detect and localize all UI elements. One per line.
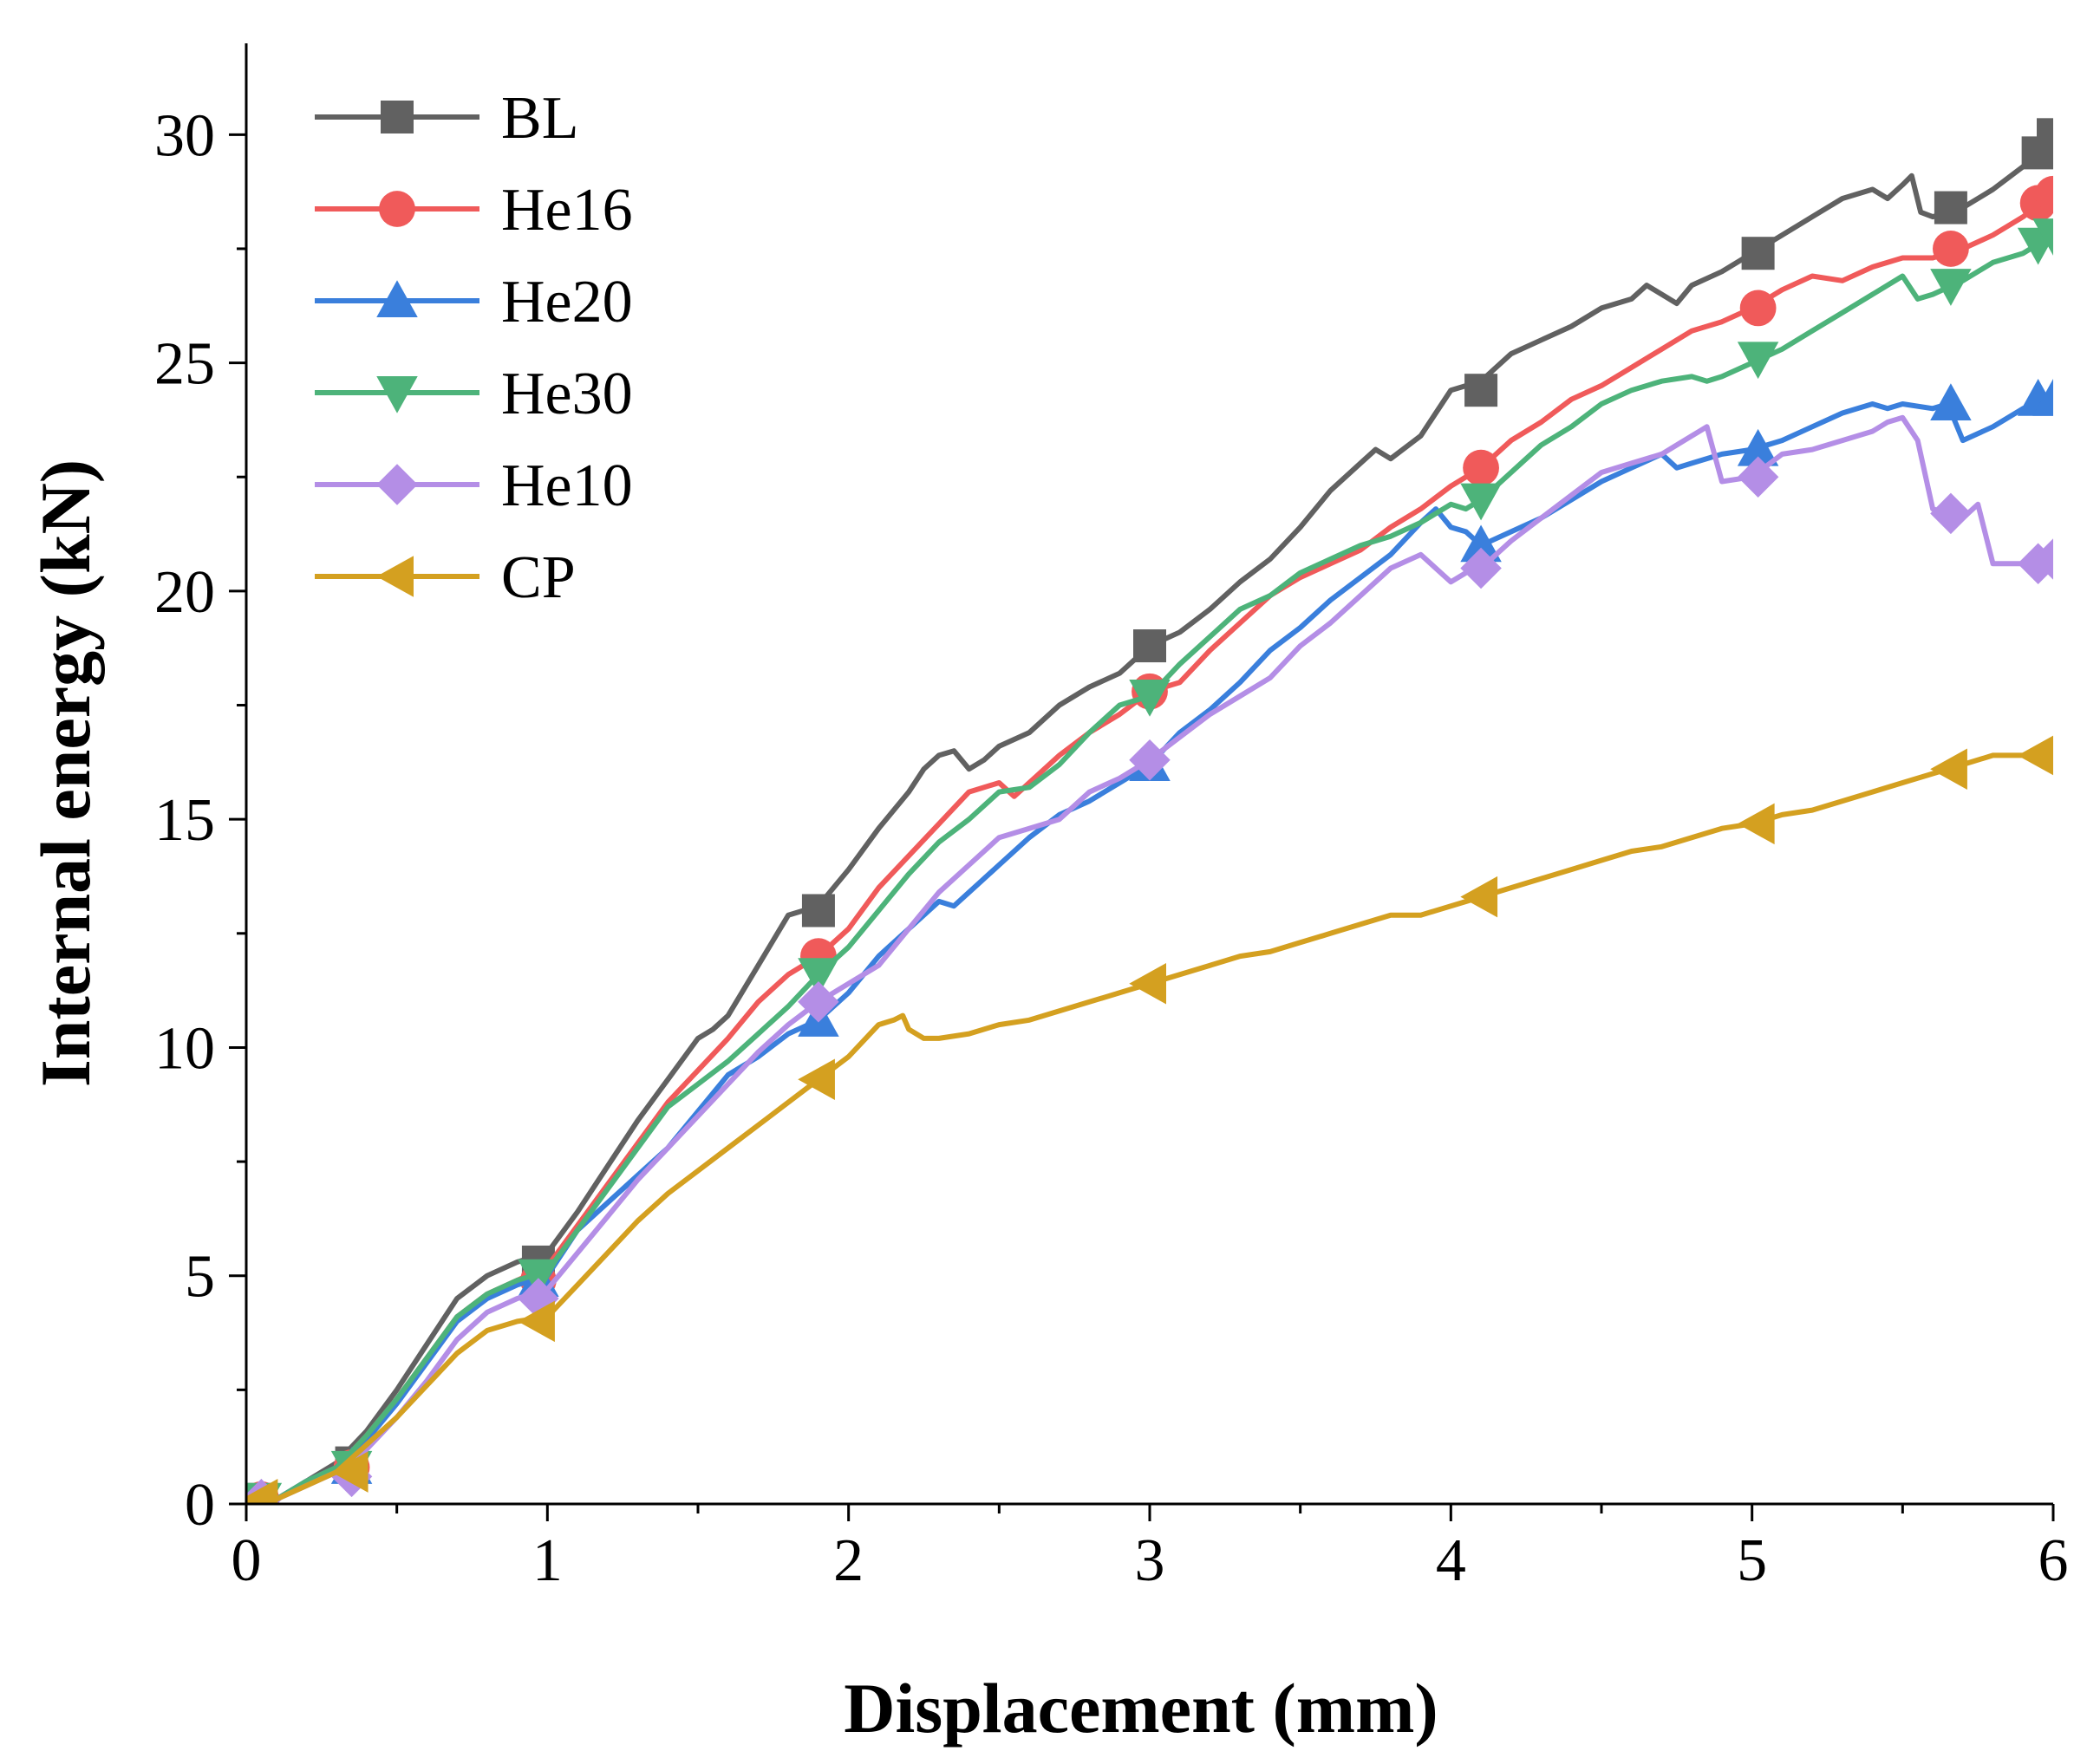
series-line [246, 414, 2053, 1504]
legend-item-he10: He10 [315, 452, 633, 519]
x-tick-label: 1 [532, 1527, 563, 1594]
data-point [1463, 449, 1499, 486]
x-tick-label: 0 [232, 1527, 262, 1594]
y-tick-label: 30 [154, 102, 215, 169]
data-point [1739, 290, 1777, 327]
data-point [798, 1058, 835, 1101]
data-point [246, 1478, 278, 1504]
legend-label: BL [501, 85, 578, 152]
data-point [2032, 218, 2053, 256]
data-point [2032, 538, 2053, 580]
x-tick-label: 3 [1135, 1527, 1165, 1594]
x-tick-label: 4 [1436, 1527, 1466, 1594]
legend-label: He10 [501, 452, 633, 519]
data-point [1460, 524, 1502, 563]
legend-label: He30 [501, 361, 633, 427]
legend-marker [381, 101, 414, 133]
data-point [1737, 342, 1779, 380]
data-point [1737, 428, 1779, 466]
series-cp [246, 735, 2053, 1504]
legend-label: He16 [501, 177, 633, 244]
data-point [1464, 374, 1498, 407]
legend-item-cp: CP [315, 544, 576, 611]
data-point [1934, 191, 1967, 225]
y-tick-label: 5 [185, 1244, 215, 1311]
legend-label: He20 [501, 269, 633, 335]
legend: BL He16 He20 He30 He10 CP [315, 85, 633, 611]
data-point [1933, 231, 1969, 267]
ticks: 0 1 2 3 4 5 6 0 5 10 15 20 25 30 [154, 102, 2069, 1594]
series-line [246, 132, 2053, 1504]
data-point [1460, 483, 1502, 521]
data-point [1741, 237, 1775, 270]
legend-item-bl: BL [315, 85, 578, 152]
data-point [1930, 748, 1967, 790]
data-point [798, 958, 839, 995]
y-tick-label: 25 [154, 331, 215, 398]
data-point [2037, 118, 2053, 152]
data-point [2032, 378, 2053, 416]
y-tick-label: 20 [154, 559, 215, 626]
series-layer [246, 118, 2053, 1504]
legend-item-he16: He16 [315, 177, 633, 244]
legend-marker [376, 464, 418, 505]
data-point [1930, 269, 1972, 306]
x-tick-label: 6 [2038, 1527, 2069, 1594]
legend-marker [376, 556, 414, 597]
legend-marker [379, 191, 415, 227]
data-point [1133, 629, 1166, 663]
data-point [1930, 383, 1972, 420]
y-tick-label: 0 [185, 1472, 215, 1539]
legend-marker [376, 376, 418, 413]
x-axis-title: Displacement (mm) [844, 1669, 1438, 1748]
data-point [330, 1451, 368, 1493]
data-point [1930, 492, 1972, 535]
data-point [2035, 175, 2053, 212]
x-tick-label: 2 [833, 1527, 864, 1594]
data-point [1460, 547, 1502, 589]
data-point [1129, 962, 1166, 1005]
legend-marker [376, 280, 418, 317]
data-point [1129, 679, 1171, 717]
series-line [246, 748, 2053, 1504]
data-point [518, 1259, 559, 1297]
data-point [2032, 739, 2053, 763]
data-point [518, 1300, 555, 1343]
data-point [798, 981, 839, 1023]
data-point [801, 894, 835, 928]
legend-item-he30: He30 [315, 361, 633, 427]
legend-label: CP [501, 544, 576, 611]
data-point [1737, 803, 1775, 845]
data-point [1129, 739, 1171, 781]
legend-item-he20: He20 [315, 269, 633, 335]
data-point [1737, 456, 1779, 498]
y-tick-label: 15 [154, 787, 215, 854]
x-tick-label: 5 [1737, 1527, 1767, 1594]
y-axis-title: Internal energy (kN) [26, 459, 105, 1087]
data-point [1460, 875, 1498, 918]
y-tick-label: 10 [154, 1015, 215, 1082]
